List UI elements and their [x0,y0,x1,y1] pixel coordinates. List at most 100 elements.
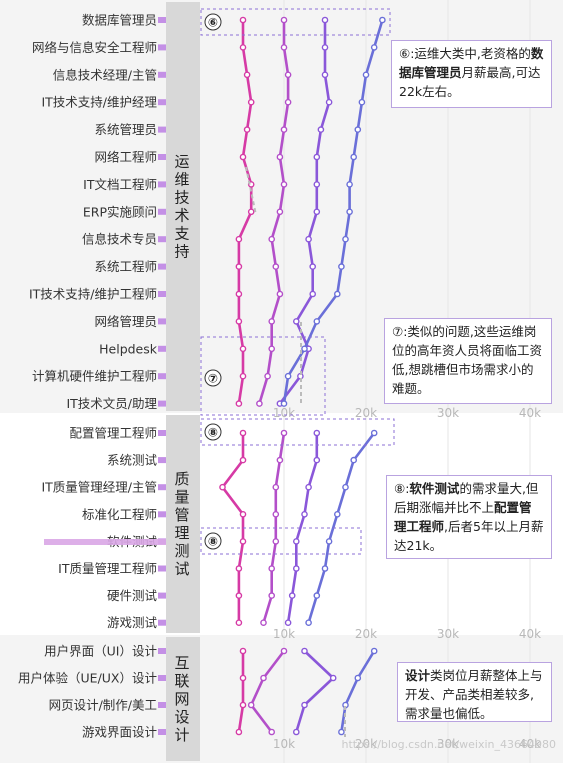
group-label-bar [166,415,200,633]
job-accent [158,126,166,133]
x-tick-label: 40k [519,627,541,641]
x-tick-label: 30k [437,627,459,641]
job-accent [158,236,166,243]
job-accent [158,181,166,188]
job-label: IT技术文员/助理 [66,396,157,411]
job-label: 网络管理员 [94,314,157,329]
data-point [325,98,333,106]
job-accent [158,430,166,436]
job-accent [158,373,166,380]
data-point [305,235,312,243]
data-point [247,701,255,709]
data-point [370,647,378,655]
note-6: ⑥:运维大类中,老资格的数据库管理员月薪最高,可达22k左右。 [391,40,552,108]
note-text: ⑧: [394,481,410,496]
data-point [329,674,337,682]
note-text: ⑥:运维大类中,老资格的 [399,46,531,61]
x-tick-label: 10k [273,627,295,641]
x-tick-label: 40k [519,737,541,751]
connector [245,166,257,216]
data-point [280,400,288,407]
job-label: IT质量管理工程师 [58,561,157,576]
job-accent [158,17,166,23]
data-point [239,647,247,655]
data-point [370,429,378,437]
data-point [346,208,353,216]
job-accent [158,44,166,51]
data-point [333,510,341,518]
group-label: 运维技术支持 [174,153,189,261]
data-point [313,456,321,464]
marker-circle [204,369,222,387]
data-point [235,290,243,298]
note-text: 数据库管理员 [399,46,544,80]
data-point [313,429,321,437]
data-point [239,510,247,518]
data-point [276,208,284,216]
note-text: 类岗位月薪整体上与开发、产品类相差较多,需求量也偏低。 [405,668,543,721]
marker-circle [204,532,222,550]
data-point [362,71,370,79]
x-tick-label: 10k [273,737,295,751]
data-point [239,16,247,24]
data-point [292,538,300,545]
note-text: ,后者5年以上月薪达21k。 [394,519,544,553]
job-label: IT质量管理经理/主管 [41,480,157,495]
job-accent [158,208,166,215]
job-label: 游戏界面设计 [82,725,157,740]
note-text: 配置管理工程师 [394,500,532,534]
marker-box [200,527,362,555]
group-label-bar [166,2,200,411]
marker-box [200,418,395,446]
data-point [338,263,345,270]
job-accent [158,648,166,654]
x-tick-label: 30k [437,406,459,420]
job-label: 配置管理工程师 [69,426,157,441]
series-line [249,650,286,733]
data-point [272,510,280,518]
marker-label: ⑦ [208,372,218,386]
job-accent [158,154,166,160]
job-label: 用户界面（UI）设计 [44,644,157,659]
series-line [340,650,376,733]
data-point [235,619,243,627]
data-point [235,235,243,243]
x-tick-label: 20k [355,406,377,420]
job-accent [158,565,166,572]
marker-label: ⑧ [208,535,218,549]
series-line [286,433,319,623]
data-point [280,44,288,51]
note-text: ⑦:类似的问题,这些运维岗位的高年资人员将面临工资低,想跳槽但市场需求小的难题。 [392,324,543,396]
data-point [243,126,251,133]
job-label: 系统工程师 [94,259,157,274]
data-point [268,235,276,243]
data-point [219,483,226,491]
data-point [313,318,321,325]
data-point [350,456,358,464]
data-point [325,538,333,545]
data-point [268,728,276,736]
data-point [338,728,345,736]
data-point [239,44,247,51]
data-point [358,98,366,106]
data-point [379,16,386,24]
marker-box [200,8,391,36]
job-label: 硬件测试 [107,588,158,603]
series-line [237,651,245,733]
job-label: 系统测试 [107,453,158,468]
job-accent [158,400,166,407]
data-point [354,126,362,133]
job-label: 用户体验（UE/UX）设计 [18,671,157,686]
data-point [292,728,300,736]
data-point [346,181,353,188]
data-point [239,345,247,353]
data-point [256,400,263,407]
note-8: ⑧:软件测试的需求量大,但后期涨幅并比不上配置管理工程师,后者5年以上月薪达21… [386,475,552,559]
group-label: 互联网设计 [174,654,189,744]
data-point [313,181,321,188]
data-point [260,674,267,682]
data-point [301,510,308,518]
job-accent [158,619,166,626]
data-point [239,429,247,437]
job-accent [158,263,166,270]
